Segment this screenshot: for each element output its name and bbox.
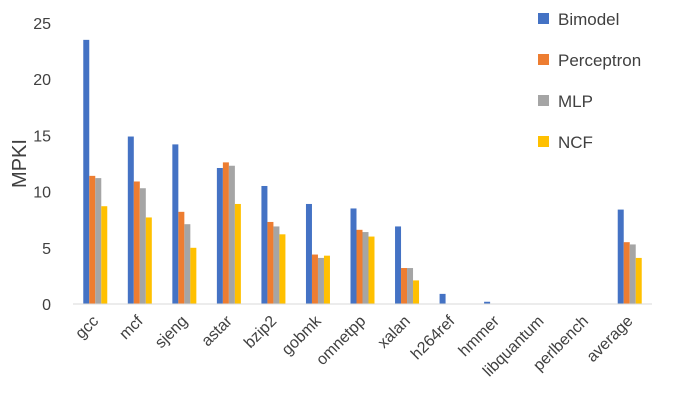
bar-mlp-xalan <box>407 268 414 304</box>
bar-perceptron-average <box>623 242 630 304</box>
bar-mlp-omnetpp <box>362 232 369 304</box>
bar-bimodel-gcc <box>83 39 90 305</box>
bar-bimodel-omnetpp <box>350 208 357 304</box>
y-tick-label: 5 <box>42 241 51 258</box>
bar-ncf-gobmk <box>323 255 330 304</box>
legend-label-ncf: NCF <box>558 133 593 152</box>
x-category-label: xalan <box>375 313 414 352</box>
bars <box>83 39 642 305</box>
bar-bimodel-xalan <box>395 226 402 304</box>
bar-ncf-gcc <box>101 206 108 304</box>
x-category-label: omnetpp <box>313 313 369 369</box>
bar-bimodel-h264ref <box>439 293 446 304</box>
x-category-label: bzip2 <box>241 313 280 352</box>
bar-bimodel-mcf <box>127 136 134 304</box>
bar-mlp-gobmk <box>317 257 324 304</box>
y-tick-label: 0 <box>42 297 51 314</box>
legend-label-bimodel: Bimodel <box>558 10 619 29</box>
x-category-label: gcc <box>72 313 102 343</box>
legend-label-perceptron: Perceptron <box>558 51 641 70</box>
bar-ncf-omnetpp <box>368 236 375 304</box>
bar-mlp-mcf <box>139 188 146 304</box>
bar-perceptron-mcf <box>133 181 140 304</box>
legend-label-mlp: MLP <box>558 92 593 111</box>
bar-bimodel-sjeng <box>172 144 179 304</box>
bar-perceptron-xalan <box>401 268 408 304</box>
x-category-label: h264ref <box>408 312 459 363</box>
bar-mlp-sjeng <box>184 224 191 304</box>
legend-swatch-ncf <box>538 136 549 147</box>
bar-perceptron-astar <box>222 162 229 304</box>
bar-ncf-xalan <box>413 280 420 304</box>
y-axis-ticks: 0 5 10 15 20 25 <box>33 16 51 314</box>
bar-mlp-astar <box>228 165 235 304</box>
x-category-label: astar <box>199 312 237 350</box>
y-tick-label: 25 <box>33 16 51 33</box>
legend-swatch-mlp <box>538 95 549 106</box>
bar-bimodel-bzip2 <box>261 185 268 304</box>
bar-perceptron-omnetpp <box>356 229 363 304</box>
y-axis-label: MPKI <box>9 139 31 188</box>
bar-bimodel-astar <box>216 167 223 304</box>
bar-perceptron-bzip2 <box>267 221 274 304</box>
x-category-label: mcf <box>116 312 147 343</box>
bar-ncf-average <box>635 257 642 304</box>
bar-ncf-mcf <box>145 217 152 304</box>
legend-swatch-perceptron <box>538 54 549 65</box>
x-category-label: sjeng <box>152 313 191 352</box>
bar-mlp-gcc <box>95 178 102 304</box>
bar-perceptron-gcc <box>89 175 96 304</box>
bar-mlp-average <box>629 244 636 304</box>
bar-ncf-sjeng <box>190 247 197 304</box>
bar-mlp-bzip2 <box>273 226 280 304</box>
y-tick-label: 20 <box>33 72 51 89</box>
bar-ncf-bzip2 <box>279 234 286 304</box>
bar-bimodel-hmmer <box>484 301 491 304</box>
x-category-label: average <box>584 313 637 366</box>
y-tick-label: 15 <box>33 128 51 145</box>
legend-swatch-bimodel <box>538 13 549 24</box>
bar-ncf-astar <box>234 203 241 304</box>
y-tick-label: 10 <box>33 185 51 202</box>
bar-perceptron-gobmk <box>311 254 318 304</box>
bar-bimodel-average <box>617 209 624 304</box>
bar-bimodel-gobmk <box>305 203 312 304</box>
bar-perceptron-sjeng <box>178 211 185 304</box>
legend: Bimodel Perceptron MLP NCF <box>538 10 641 152</box>
